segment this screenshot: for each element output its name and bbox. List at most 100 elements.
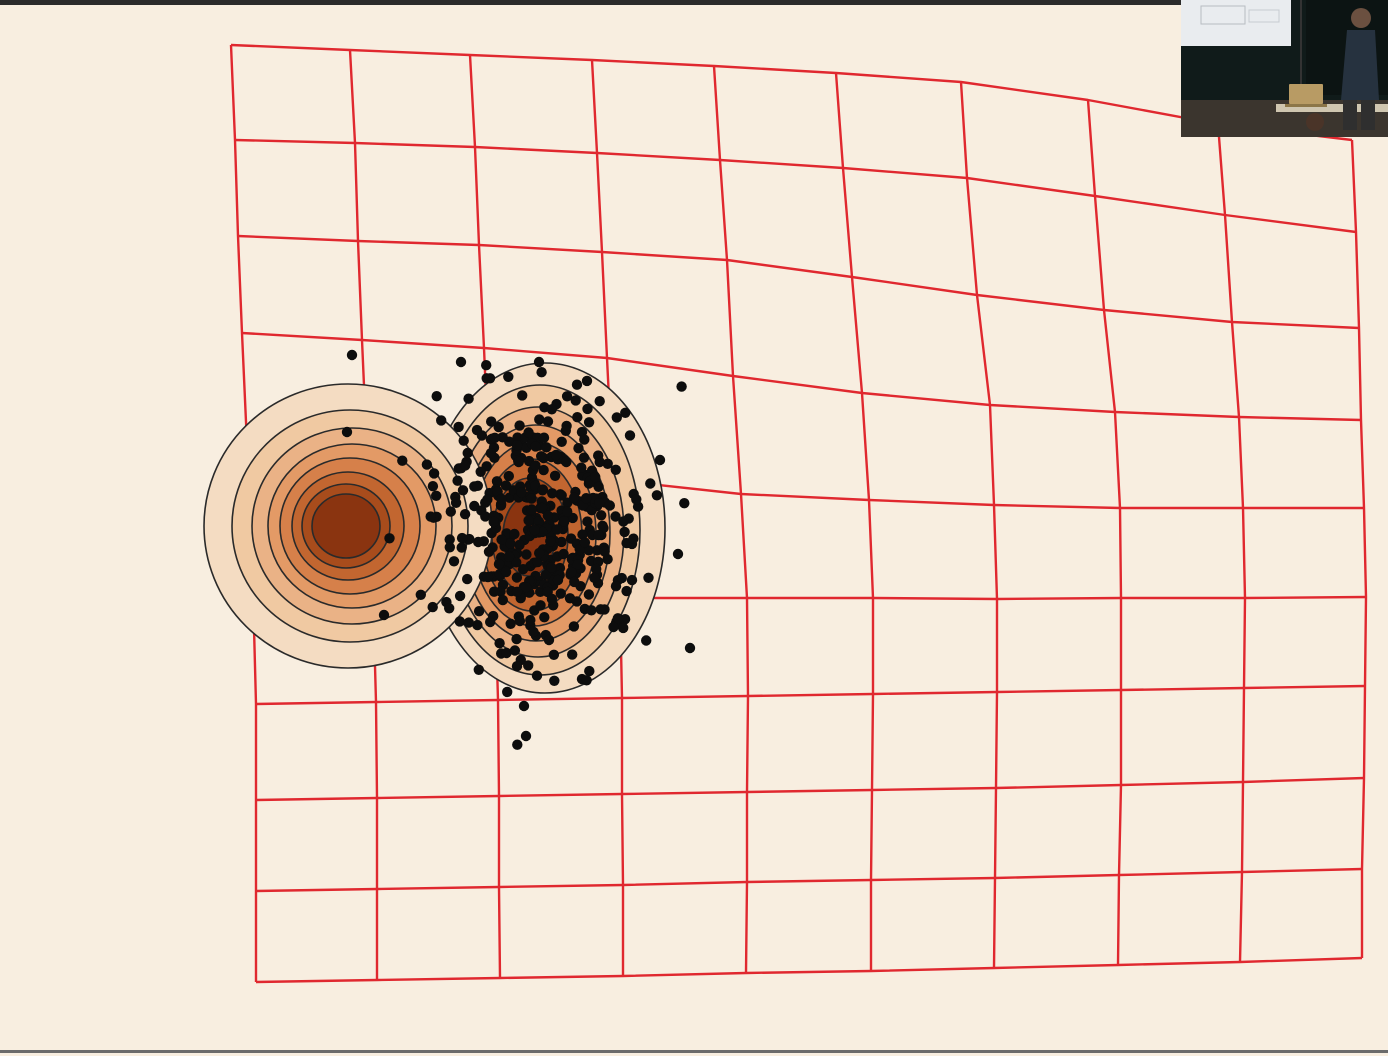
sample-point [483,546,495,557]
sample-point [531,670,543,681]
sample-point [415,589,426,600]
sample-point [542,416,554,427]
sample-point [378,609,390,621]
sample-point [488,516,499,528]
density-contour-left [311,493,381,559]
sample-point [523,660,534,671]
sample-point [589,572,600,583]
sample-point [482,494,493,505]
sample-point [572,412,583,423]
sample-point [528,626,539,637]
sample-point [611,412,622,423]
sample-point [488,586,500,597]
sample-point [496,534,507,545]
speaker-webcam-overlay [1181,0,1388,137]
sample-point [463,617,474,628]
sample-point [497,594,508,606]
sample-point [534,414,545,425]
lecturer-figure [1341,8,1379,130]
sample-point [523,427,534,438]
sample-point [593,481,604,492]
sample-point [517,564,529,575]
sample-point [436,415,447,426]
sample-point [473,664,484,675]
sample-point [346,349,358,361]
sample-point [552,574,564,586]
sample-point [547,488,558,499]
grid-row-line [230,43,1353,142]
projector-screen [1181,0,1291,46]
sample-point [541,442,552,453]
sample-point [512,739,523,750]
sample-point [523,515,534,526]
sample-point [608,621,619,633]
sample-point [545,536,556,547]
sample-point [475,466,486,477]
sample-point [444,542,455,553]
sample-point [618,622,629,634]
sample-point [452,475,463,486]
sample-point [530,460,541,471]
sample-point [641,635,652,646]
sample-point [624,430,636,441]
sample-point [520,582,532,593]
sample-point [604,500,615,511]
sample-point [548,649,560,660]
sample-point [594,498,605,509]
sample-point [567,649,578,660]
sample-point [485,616,496,628]
sample-point [457,485,469,496]
sample-point [509,645,521,656]
sample-point [672,548,684,560]
sample-point [556,536,567,548]
sample-point [556,490,567,501]
density-contours [203,362,666,694]
grid-row-line [255,956,1363,984]
grid-column-line [1216,123,1247,963]
sample-point [533,356,545,368]
sample-point [511,661,523,672]
sample-point [520,730,532,742]
sample-point [516,487,527,498]
sample-point [582,403,593,415]
sample-point [599,546,610,557]
sample-point [631,494,642,505]
sample-point [534,547,545,559]
sample-point [503,470,514,482]
sample-point [594,396,605,407]
sample-point [496,493,507,505]
sample-point [521,549,532,560]
sample-point [484,373,496,384]
sample-point [431,490,442,501]
grid-row-line [255,684,1366,706]
sample-point [502,686,513,698]
sample-point [626,574,638,586]
sample-point [480,511,491,522]
sample-point [514,615,526,627]
sample-point [543,634,555,646]
sample-point [427,481,439,492]
sample-point [581,675,592,686]
sample-point [572,559,583,570]
sample-point [577,529,588,540]
sample-point [620,407,631,418]
sample-point [463,393,474,404]
sample-point [596,510,607,521]
sample-point [571,596,583,607]
sample-point [482,571,494,583]
sample-point [569,576,580,588]
sample-point [621,585,632,597]
sample-point [539,612,550,623]
sample-point [593,529,604,541]
sample-point [537,485,548,496]
sample-point [643,572,654,583]
sample-point [562,506,573,517]
sample-point [473,606,485,617]
sample-point [610,464,621,475]
sample-point [460,460,471,471]
sample-point [618,516,629,527]
sample-point [654,454,666,466]
sample-point [500,566,512,578]
sample-point [444,603,455,614]
